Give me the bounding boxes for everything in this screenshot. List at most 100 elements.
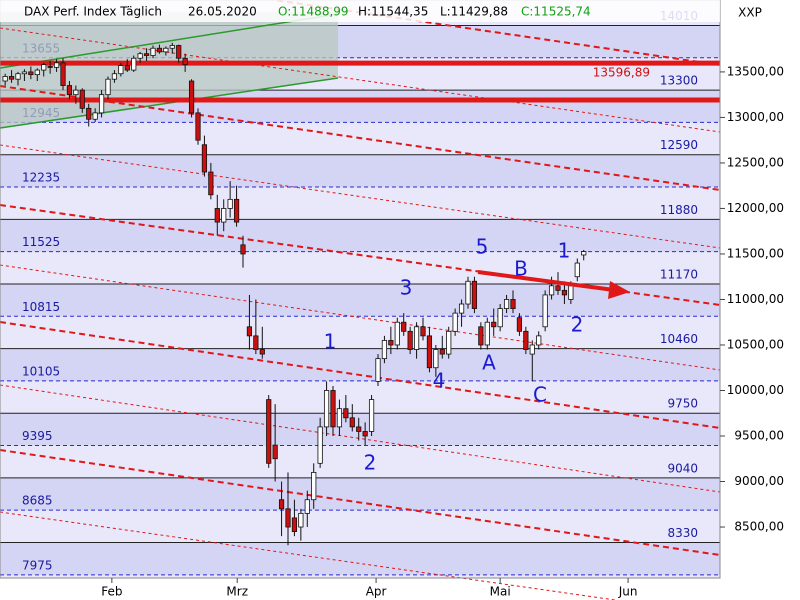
wave-labels: 1 2 3 4 5 A B C 1 2 [324, 235, 584, 475]
bands [0, 25, 720, 575]
ohlc-low: L:11429,88 [440, 5, 508, 19]
candle-body [343, 408, 349, 419]
trend-line [0, 144, 721, 249]
candle-body [581, 251, 587, 256]
candle-body [2, 76, 8, 82]
trend-line [0, 449, 721, 556]
level-label: 9750 [667, 397, 698, 411]
channel-line [0, 13, 339, 69]
level-label: 7975 [22, 558, 53, 572]
candle-body [336, 408, 343, 428]
candle-body [118, 65, 124, 75]
trend-arrow [477, 270, 630, 299]
candle-body [240, 244, 246, 255]
candle-body [574, 262, 580, 278]
wave-label: B [514, 257, 528, 281]
x-tick-label: Apr [366, 585, 387, 599]
candle-body [458, 303, 465, 314]
arrow-shaft [477, 270, 615, 292]
wave-label: 4 [433, 369, 446, 393]
candle-body [201, 144, 208, 173]
candle-body [92, 112, 98, 120]
wave-label: 1 [558, 239, 571, 263]
candle-body [233, 198, 240, 223]
candle-body [491, 321, 497, 328]
candle-body [60, 62, 66, 86]
band [0, 154, 720, 188]
y-tick-label: 10500,00 [727, 337, 784, 351]
y-tick-label: 12500,00 [727, 155, 784, 169]
candle-body [503, 299, 510, 309]
wave-label: C [533, 383, 547, 407]
candle-body [368, 399, 375, 432]
band [0, 348, 720, 381]
candle-body [111, 73, 118, 80]
candle-body [529, 344, 535, 355]
level-label: 10105 [22, 364, 60, 378]
candle-body [143, 53, 150, 56]
candle-body [401, 321, 407, 332]
candle-body [291, 517, 298, 532]
candle-body [317, 426, 323, 464]
candle-body [426, 335, 433, 369]
wave-label: 2 [571, 313, 584, 337]
candle-body [79, 89, 85, 109]
wave-label: A [482, 351, 496, 375]
candle-body [465, 280, 471, 305]
candle-body [356, 426, 362, 432]
channel-line [0, 77, 339, 129]
ohlc-close: C:11525,74 [521, 5, 591, 19]
level-label: 9395 [22, 429, 53, 443]
wave-label: 3 [400, 276, 413, 300]
candle-body [433, 349, 439, 369]
candle-body [150, 47, 156, 56]
level-label: 9040 [667, 461, 698, 475]
x-tick-label: Mai [490, 585, 511, 599]
candle-body [561, 289, 568, 296]
level-label: 11880 [660, 203, 698, 217]
candle-body [259, 349, 265, 355]
candle-body [278, 499, 285, 510]
candle-body [169, 45, 175, 49]
candle-body [124, 65, 130, 71]
candle-body [484, 321, 490, 346]
candle-body [323, 390, 330, 428]
candle-body [362, 431, 368, 437]
header-background [0, 0, 720, 22]
y-tick-label: 11000,00 [727, 292, 784, 306]
candle-body [163, 47, 169, 53]
candle-body [298, 512, 304, 528]
candle-body [176, 45, 182, 59]
candle-body [73, 89, 79, 96]
candle-body [548, 285, 555, 296]
plot-frame [0, 0, 721, 579]
candle-body [137, 53, 143, 59]
trend-line [0, 384, 721, 493]
trend-line [0, 27, 721, 133]
candle-body [542, 294, 548, 328]
candle-body [182, 57, 188, 66]
axes: 8500,009000,009500,0010000,0010500,00110… [101, 64, 784, 598]
candle-body [21, 71, 28, 75]
candle-body [227, 198, 233, 209]
ohlc-open: O:11488,99 [278, 5, 349, 19]
candle-body [471, 280, 478, 309]
level-label: 10460 [660, 332, 698, 346]
wave-label: 5 [476, 235, 489, 259]
y-tick-label: 9500,00 [734, 429, 784, 443]
candle-body [253, 335, 259, 350]
candle-body [41, 64, 47, 71]
candle-body [536, 335, 542, 346]
candle-body [375, 358, 381, 382]
candle-body [452, 312, 458, 332]
candle-body [208, 171, 214, 196]
trend-line [0, 321, 721, 429]
candle-body [497, 308, 503, 328]
candle-body [407, 330, 413, 350]
candle-body [98, 94, 105, 114]
level-label: 12235 [22, 171, 60, 185]
title: DAX Perf. Index Täglich [24, 5, 162, 19]
y-tick-label: 11500,00 [727, 246, 784, 260]
level-label: 11525 [22, 235, 60, 249]
